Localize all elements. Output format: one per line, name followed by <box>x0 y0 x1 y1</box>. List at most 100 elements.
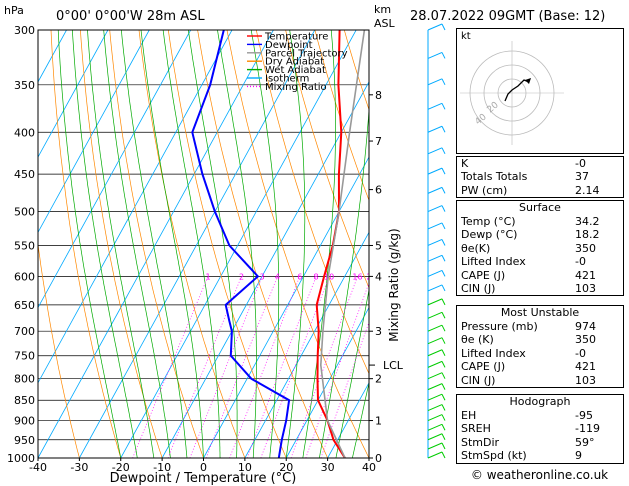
hodograph-table-title: Hodograph <box>509 395 571 408</box>
plot-frame <box>37 29 370 459</box>
pressure-tick-label: 950 <box>14 434 35 447</box>
mixing-ratio-label: 20 <box>366 272 376 281</box>
km-tick-label: 0 <box>375 452 382 465</box>
surface-row: Lifted Index -0 <box>457 255 623 268</box>
mixing-ratio-label: 3 <box>260 272 265 281</box>
isotherm-line <box>38 30 150 234</box>
dry-adiabat-line <box>255 30 369 375</box>
isotherm-line <box>38 30 274 458</box>
pressure-tick-label: 500 <box>14 206 35 219</box>
wet-adiabat-line <box>217 30 257 458</box>
index-row: PW (cm) 2.14 <box>457 184 623 197</box>
wind-barb <box>441 424 446 431</box>
wind-barb <box>427 360 443 368</box>
wet-adiabat-line <box>352 381 369 458</box>
pressure-tick-label: 800 <box>14 373 35 386</box>
mixing-ratio-label: 1 <box>205 272 210 281</box>
wind-barb <box>427 51 443 59</box>
surface-value: 421 <box>575 268 596 282</box>
surface-row: Dewp (°C) 18.2 <box>457 228 623 241</box>
wind-barb <box>441 312 446 319</box>
wind-barb <box>441 433 446 440</box>
wind-barb <box>427 442 443 450</box>
wind-barb <box>441 324 446 332</box>
mixing-ratio-line <box>167 276 242 458</box>
wind-barb <box>427 78 443 86</box>
isotherm-line <box>38 30 109 158</box>
series-line-parcel-trajectory <box>319 30 366 458</box>
isotherm-line <box>327 381 369 458</box>
most-unstable-label: Lifted Index <box>461 346 526 360</box>
surface-table: Surface Temp (°C) 34.2 Dewp (°C) 18.2 θe(K) 3… <box>456 200 624 297</box>
most-unstable-row: Lifted Index -0 <box>457 347 623 360</box>
wind-barb <box>427 337 443 345</box>
wet-adiabat-line <box>368 456 369 458</box>
km-tick-label: 8 <box>375 89 382 102</box>
dry-adiabat-line <box>197 30 328 458</box>
wind-barb <box>441 298 446 306</box>
km-tick-label: 5 <box>375 239 382 252</box>
pressure-tick-label: 750 <box>14 350 35 363</box>
hodograph-stat-value: 59° <box>575 435 595 449</box>
wind-barb <box>427 349 443 357</box>
wind-barb <box>441 239 446 246</box>
dry-adiabat-line <box>138 30 246 458</box>
wind-barb <box>441 187 446 194</box>
wet-adiabat-line <box>302 30 336 458</box>
wind-barb <box>441 147 446 155</box>
wind-barb <box>427 311 443 319</box>
hodograph-stat-value: 9 <box>575 449 582 463</box>
surface-label: CAPE (J) <box>461 268 506 282</box>
most-unstable-row: Pressure (mb) 974 <box>457 320 623 333</box>
wet-adiabat-line <box>57 30 122 458</box>
wet-adiabat-line <box>87 30 155 458</box>
hodograph-stat-value: -119 <box>575 422 600 436</box>
pressure-tick-label: 400 <box>14 126 35 139</box>
hodograph-trace <box>504 79 530 102</box>
index-row: K -0 <box>457 157 623 170</box>
wind-barb <box>427 414 443 422</box>
pressure-tick-label: 450 <box>14 168 35 181</box>
wind-barb <box>427 205 443 213</box>
wet-adiabat-line <box>162 30 221 458</box>
surface-value: 350 <box>575 241 596 255</box>
mixing-ratio-line <box>132 276 209 458</box>
x-axis-label: Dewpoint / Temperature (°C) <box>110 471 297 486</box>
x-tick-label: -10 <box>153 461 171 474</box>
series-line-temperature <box>315 30 346 458</box>
wind-barb <box>427 269 443 277</box>
most-unstable-value: 974 <box>575 320 596 333</box>
wind-barb <box>427 404 443 411</box>
mixing-ratio-label: 10 <box>324 272 334 281</box>
lcl-label: LCL <box>383 359 404 372</box>
x-tick-label: -30 <box>70 461 88 474</box>
wind-barb <box>441 372 446 379</box>
mixing-ratio-axis-label: Mixing Ratio (g/kg) <box>387 228 401 341</box>
most-unstable-table: Most Unstable Pressure (mb) 974 θe (K) 350 L… <box>456 305 624 388</box>
x-tick-label: 30 <box>321 461 335 474</box>
mixing-ratio-line <box>246 276 317 458</box>
km-tick-label: 2 <box>375 373 382 386</box>
wind-barb <box>427 433 443 441</box>
index-label: K <box>461 157 469 170</box>
datetime-title: 28.07.2022 09GMT (Base: 12) <box>410 9 605 24</box>
km-tick-label: 1 <box>375 415 382 428</box>
legend-entry: Parcel Trajectory <box>265 48 348 59</box>
wind-barb <box>427 393 443 401</box>
dry-adiabat-line <box>80 30 163 458</box>
wind-barb <box>427 125 443 133</box>
mixing-ratio-label: 6 <box>297 272 302 281</box>
wind-barb <box>427 186 443 194</box>
wind-barb <box>441 167 446 175</box>
copyright-footer: © weatheronline.co.uk <box>452 468 627 482</box>
wind-barb <box>441 126 446 133</box>
legend-entry: Dewpoint <box>265 40 313 51</box>
mixing-ratio-label: 2 <box>239 272 244 281</box>
surface-label: CIN (J) <box>461 281 496 295</box>
series-line-dewpoint <box>191 30 291 458</box>
hodograph-stat-row: EH -95 <box>457 409 623 422</box>
mixing-ratio-label: 16 <box>352 272 362 281</box>
most-unstable-value: 421 <box>575 360 596 374</box>
most-unstable-label: Pressure (mb) <box>461 320 538 333</box>
